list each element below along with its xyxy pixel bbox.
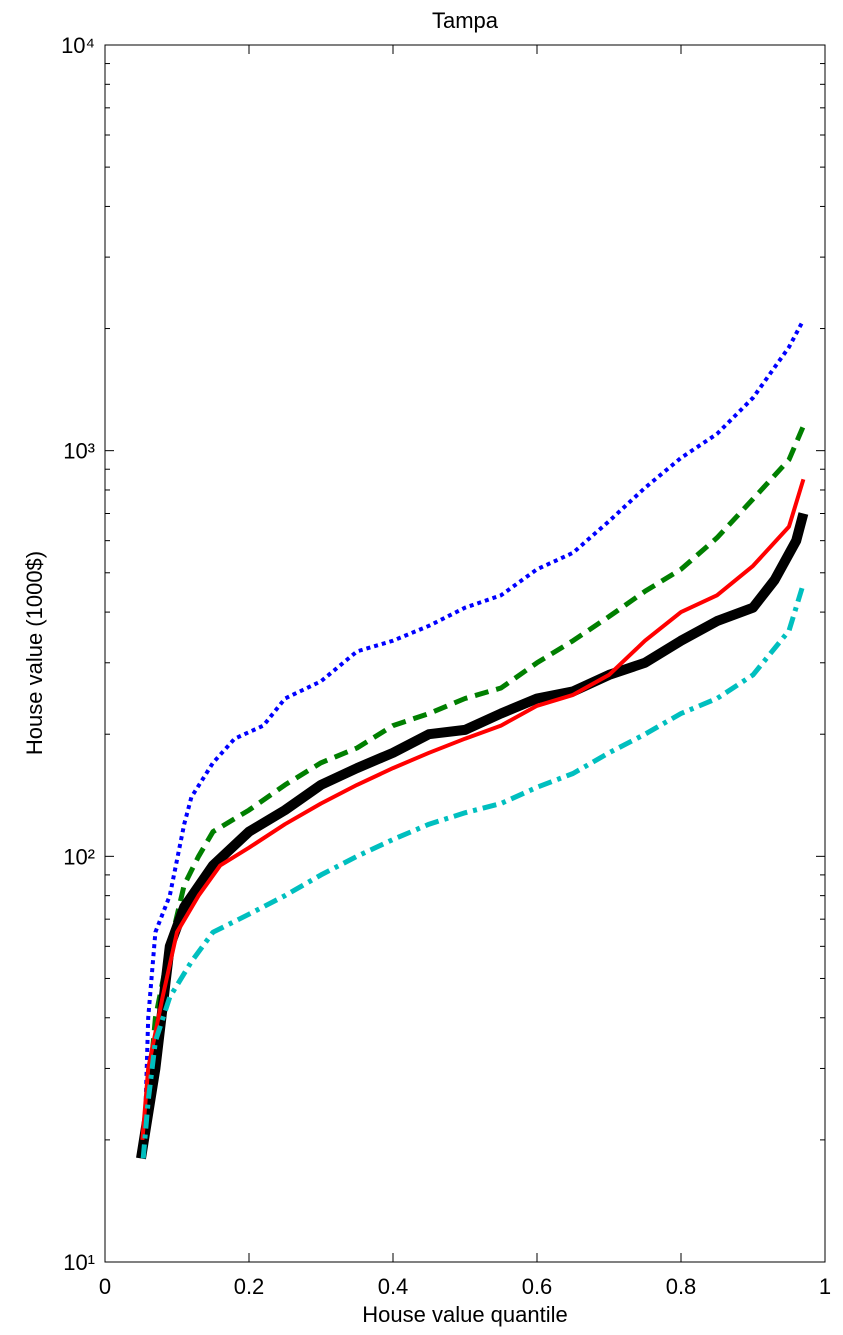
chart-title: Tampa (432, 8, 499, 33)
y-tick-label: 10¹ (63, 1250, 95, 1275)
series-line (142, 319, 806, 1140)
x-tick-label: 0.8 (666, 1274, 697, 1299)
x-tick-label: 0 (99, 1274, 111, 1299)
series-line (136, 512, 809, 1160)
y-tick-label: 10³ (63, 439, 95, 464)
series-line (140, 582, 806, 1159)
plot-frame (104, 44, 826, 1263)
x-tick-label: 0.2 (234, 1274, 265, 1299)
x-tick-label: 1 (819, 1274, 831, 1299)
y-tick-label: 10⁴ (61, 33, 95, 58)
x-axis-label: House value quantile (362, 1302, 567, 1327)
x-tick-label: 0.4 (378, 1274, 409, 1299)
series-line (140, 478, 806, 1141)
y-axis-label: House value (1000$) (22, 551, 47, 755)
x-tick-label: 0.6 (522, 1274, 553, 1299)
y-tick-label: 10² (63, 844, 95, 869)
